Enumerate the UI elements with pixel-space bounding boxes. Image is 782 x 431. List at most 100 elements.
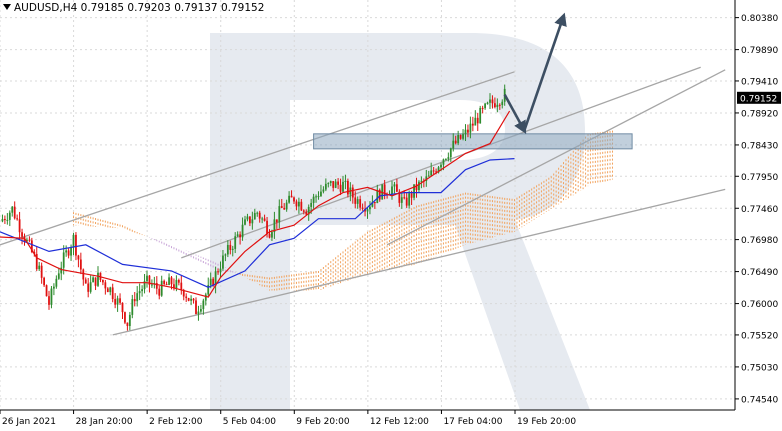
candle-body — [72, 234, 75, 248]
high-value: 0.79203 — [127, 2, 171, 14]
candle-body — [173, 284, 175, 289]
candle-body — [136, 293, 139, 302]
candle-body — [77, 255, 80, 260]
candle-body — [391, 186, 393, 195]
candle-body — [13, 206, 16, 219]
candle-body — [410, 193, 413, 198]
candle-body — [106, 288, 109, 293]
candle-body — [124, 312, 126, 323]
candle-body — [214, 271, 217, 286]
candle-body — [418, 181, 420, 191]
candle-body — [26, 239, 28, 242]
candle-body — [437, 167, 440, 173]
candle-body — [447, 157, 450, 159]
candle-body — [236, 234, 239, 237]
candle-body — [481, 107, 484, 109]
candle-body — [356, 199, 359, 204]
candle-body — [498, 104, 501, 106]
y-tick-label: 0.79890 — [741, 46, 778, 56]
candle-body — [109, 287, 112, 293]
candle-body — [200, 309, 202, 312]
trend-line — [112, 188, 726, 336]
current-price-box — [737, 91, 781, 104]
candle-body — [133, 299, 136, 302]
candle-body — [334, 181, 337, 188]
candle-body — [452, 140, 455, 149]
candle-body — [342, 181, 344, 192]
close-value: 0.79152 — [220, 2, 265, 14]
y-tick-label: 0.78920 — [741, 109, 778, 119]
candle-body — [104, 282, 107, 289]
candle-body — [295, 201, 298, 207]
candle-body — [442, 159, 445, 165]
y-tick-label: 0.74540 — [741, 395, 778, 405]
candle-body — [79, 259, 82, 270]
candle-body — [94, 277, 97, 286]
candle-body — [396, 184, 398, 192]
candle-body — [4, 218, 6, 221]
candle-body — [158, 288, 161, 296]
candle-body — [383, 184, 386, 195]
candle-body — [116, 298, 119, 305]
candle-body — [197, 311, 200, 315]
candle-body — [170, 277, 173, 285]
kijun-sen-line — [0, 158, 515, 288]
x-tick-label: 12 Feb 12:00 — [370, 417, 429, 427]
candle-body — [229, 244, 232, 250]
y-tick-label: 0.78430 — [741, 141, 778, 151]
y-tick-label: 0.75520 — [741, 331, 778, 341]
candle-body — [371, 201, 374, 207]
candle-body — [92, 277, 94, 283]
x-tick-label: 19 Feb 20:00 — [517, 417, 576, 427]
candle-body — [30, 240, 33, 252]
candle-body — [366, 209, 369, 212]
candle-body — [160, 280, 163, 296]
candle-body — [361, 207, 364, 209]
candle-body — [121, 302, 124, 313]
candle-body — [35, 253, 38, 270]
candle-body — [57, 273, 60, 279]
candle-body — [16, 218, 19, 220]
current-price-label: 0.79152 — [740, 94, 777, 104]
candle-body — [302, 210, 305, 212]
candle-body — [280, 206, 283, 208]
candle-body — [298, 201, 300, 207]
candle-body — [55, 278, 58, 287]
watermark-logo — [210, 33, 590, 410]
candle-body — [143, 281, 146, 290]
candle-body — [268, 233, 271, 238]
y-tick-label: 0.80380 — [741, 14, 778, 24]
candle-body — [175, 279, 178, 289]
candle-body — [454, 140, 457, 144]
candle-body — [131, 299, 134, 315]
candle-body — [471, 123, 474, 126]
candle-body — [405, 197, 408, 206]
candle-body — [329, 181, 332, 184]
dropdown-triangle-icon[interactable] — [3, 4, 11, 10]
candle-body — [241, 224, 244, 238]
candle-body — [359, 199, 362, 208]
candle-body — [251, 219, 254, 224]
candle-body — [82, 269, 85, 280]
candle-body — [320, 191, 322, 197]
candle-body — [207, 284, 210, 295]
y-tick-label: 0.77950 — [741, 173, 778, 183]
candle-body — [138, 291, 141, 294]
candle-body — [462, 134, 464, 139]
forecast-arrow — [503, 94, 527, 134]
candle-body — [192, 298, 195, 301]
candle-body — [373, 201, 376, 204]
candle-body — [253, 213, 256, 220]
x-tick-label: 5 Feb 04:00 — [223, 417, 277, 427]
candle-body — [415, 184, 418, 191]
candle-body — [271, 232, 273, 238]
candle-body — [307, 206, 310, 215]
candle-body — [97, 272, 99, 286]
candle-body — [62, 252, 65, 268]
candle-body — [288, 195, 290, 203]
candle-body — [209, 278, 212, 285]
candle-body — [486, 102, 489, 104]
candle-body — [48, 296, 50, 305]
candle-body — [21, 232, 23, 237]
candle-body — [484, 103, 486, 109]
